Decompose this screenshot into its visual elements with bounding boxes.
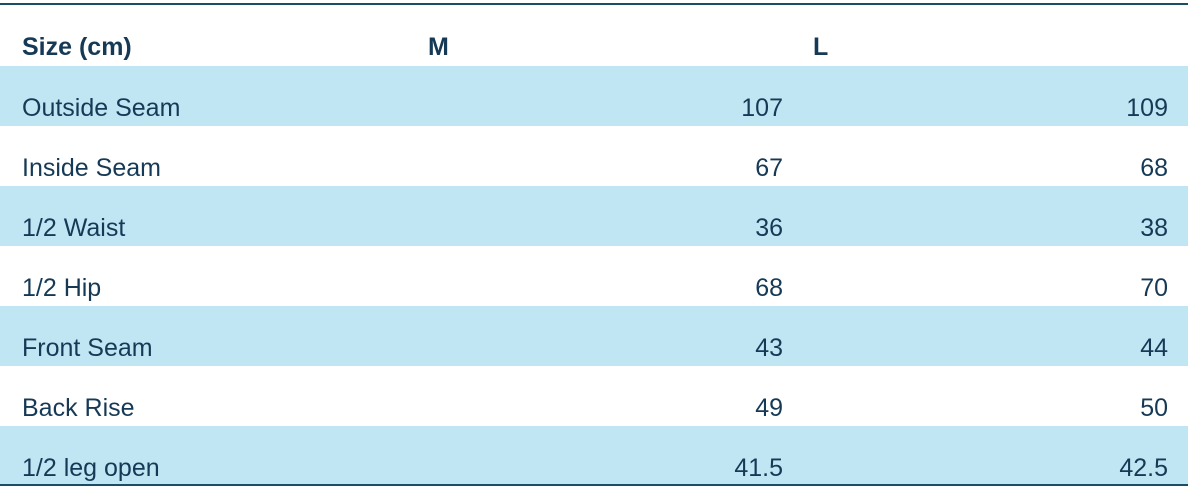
bottom-rule bbox=[0, 484, 1188, 486]
row-label: Outside Seam bbox=[22, 94, 181, 122]
table-row: 1/2 Waist 36 38 bbox=[0, 186, 1188, 246]
value-cell: 68 bbox=[1140, 154, 1168, 182]
value-cell: 107 bbox=[741, 94, 783, 122]
header-cell: L bbox=[813, 33, 829, 61]
value-cell: 109 bbox=[1126, 94, 1168, 122]
table-row: Back Rise 49 50 bbox=[0, 366, 1188, 426]
row-label: Front Seam bbox=[22, 334, 153, 362]
header-cell: Size (cm) bbox=[22, 33, 132, 61]
table-row: 1/2 Hip 68 70 bbox=[0, 246, 1188, 306]
value-cell: 43 bbox=[755, 334, 783, 362]
value-cell: 38 bbox=[1140, 214, 1168, 242]
top-rule bbox=[0, 3, 1188, 5]
row-label: 1/2 leg open bbox=[22, 454, 160, 482]
value-cell: 44 bbox=[1140, 334, 1168, 362]
table-row: 1/2 leg open 41.5 42.5 bbox=[0, 426, 1188, 486]
value-cell: 68 bbox=[755, 274, 783, 302]
table-row: Inside Seam 67 68 bbox=[0, 126, 1188, 186]
row-label: 1/2 Waist bbox=[22, 214, 126, 242]
header-cell: M bbox=[428, 33, 449, 61]
table-row: Front Seam 43 44 bbox=[0, 306, 1188, 366]
value-cell: 41.5 bbox=[734, 454, 783, 482]
row-label: Back Rise bbox=[22, 394, 135, 422]
row-label: 1/2 Hip bbox=[22, 274, 102, 302]
value-cell: 70 bbox=[1140, 274, 1168, 302]
value-cell: 49 bbox=[755, 394, 783, 422]
row-label: Inside Seam bbox=[22, 154, 161, 182]
table-row: Outside Seam 107 109 bbox=[0, 66, 1188, 126]
value-cell: 42.5 bbox=[1119, 454, 1168, 482]
value-cell: 50 bbox=[1140, 394, 1168, 422]
value-cell: 36 bbox=[755, 214, 783, 242]
value-cell: 67 bbox=[755, 154, 783, 182]
